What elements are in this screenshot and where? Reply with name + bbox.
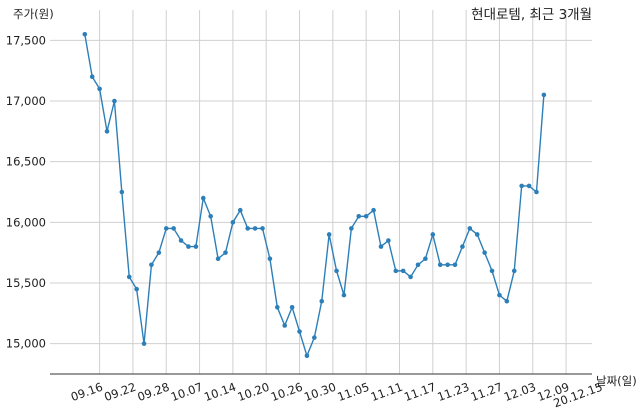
data-point [363, 213, 369, 219]
y-tick-label: 15,000 [6, 337, 46, 351]
y-tick-label: 16,500 [6, 155, 46, 169]
x-tick-label: 11.17 [402, 380, 438, 404]
x-tick-label: 09.28 [136, 380, 172, 404]
data-point [215, 256, 221, 262]
data-point [474, 232, 480, 237]
data-point [156, 250, 162, 255]
data-point [526, 183, 532, 189]
data-point [312, 335, 317, 340]
x-tick-label: 11.05 [335, 380, 371, 404]
data-point [282, 323, 288, 328]
y-tick-label: 17,500 [6, 33, 46, 47]
data-point [482, 250, 487, 255]
data-point [267, 256, 273, 262]
data-point [489, 268, 495, 274]
x-tick-label: 12.03 [502, 380, 538, 404]
data-point [504, 298, 510, 304]
data-point [423, 256, 428, 262]
data-point [452, 262, 458, 268]
data-point [319, 298, 325, 304]
data-point [193, 244, 199, 249]
data-point [97, 86, 102, 92]
x-tick-label: 09.16 [69, 380, 105, 404]
data-point [519, 183, 524, 189]
data-point [467, 226, 473, 231]
data-point [297, 329, 302, 334]
data-point [89, 74, 95, 80]
data-point [171, 226, 176, 231]
data-point [326, 232, 332, 237]
data-point [252, 226, 258, 231]
data-point [149, 262, 154, 268]
data-point [341, 292, 347, 298]
data-point [126, 274, 132, 280]
data-point [289, 304, 295, 310]
data-point [104, 129, 110, 134]
data-point [511, 268, 517, 274]
data-point [334, 268, 339, 274]
x-tick-label: 09.22 [102, 380, 138, 404]
price-series [82, 31, 547, 359]
data-point [237, 207, 243, 213]
y-tick-label: 16,000 [6, 215, 46, 229]
data-point [304, 353, 310, 359]
data-point [393, 268, 399, 274]
grid-lines [50, 10, 592, 374]
data-point [82, 31, 88, 37]
data-point [356, 213, 362, 219]
x-tick-label: 10.26 [269, 380, 305, 404]
series-line [84, 34, 545, 358]
data-point [349, 226, 354, 231]
x-axis-title: 날짜(일) [596, 374, 637, 388]
data-point [275, 304, 280, 310]
data-point [445, 262, 450, 268]
y-tick-label: 15,500 [6, 276, 46, 290]
data-point [408, 274, 413, 280]
x-tick-label: 11.27 [469, 380, 505, 404]
data-point [163, 226, 169, 231]
data-point [415, 262, 421, 268]
y-axis-title: 주가(원) [13, 7, 54, 21]
data-point [460, 244, 465, 249]
data-point [112, 98, 117, 104]
data-point [200, 195, 206, 201]
x-tick-labels: 09.1609.2209.2810.0710.1410.2010.2610.30… [69, 380, 605, 411]
x-tick-label: 10.20 [235, 380, 271, 404]
data-point [497, 292, 502, 298]
data-point [437, 262, 443, 268]
data-point [186, 244, 191, 249]
y-tick-label: 17,000 [6, 94, 46, 108]
x-tick-label: 10.07 [169, 380, 205, 404]
data-point [141, 341, 147, 346]
data-point [223, 250, 228, 255]
data-point [378, 244, 384, 249]
y-tick-labels: 15,000 15,500 16,000 16,500 17,000 17,500 [6, 33, 46, 350]
chart-title: 현대로템, 최근 3개월 [471, 7, 592, 23]
x-tick-label: 10.30 [302, 380, 338, 404]
data-point [371, 207, 376, 213]
data-point [245, 226, 250, 231]
data-point [230, 220, 236, 225]
data-point [534, 189, 539, 195]
data-point [386, 238, 391, 243]
x-tick-label: 11.11 [369, 380, 405, 404]
data-point [430, 232, 436, 237]
data-point [208, 213, 213, 219]
data-point [400, 268, 406, 274]
x-tick-label: 10.14 [202, 380, 238, 404]
data-point [541, 92, 547, 98]
data-point [260, 226, 265, 231]
data-point [134, 286, 139, 292]
data-point [178, 238, 184, 243]
x-tick-label: 11.23 [435, 380, 471, 404]
data-point [119, 189, 125, 195]
